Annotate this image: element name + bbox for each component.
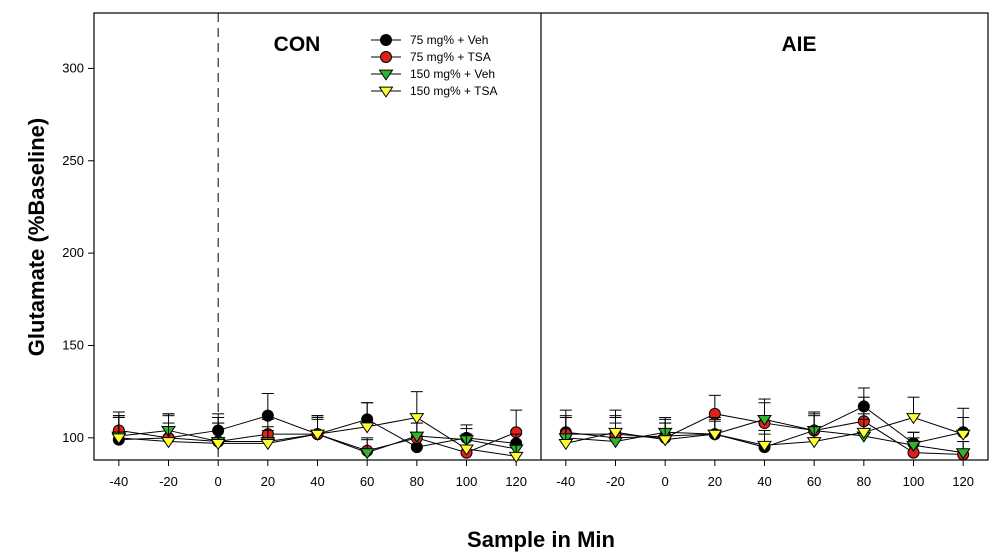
x-tick-label: 0 (662, 474, 669, 489)
legend-marker (378, 69, 394, 81)
x-tick-label: 80 (857, 474, 871, 489)
x-tick-label: -40 (109, 474, 128, 489)
legend-label: 150 mg% + Veh (410, 67, 495, 81)
x-tick-label: -20 (159, 474, 178, 489)
data-point (806, 437, 822, 449)
x-tick-label: 60 (807, 474, 821, 489)
y-tick-label: 100 (62, 430, 84, 445)
data-point (359, 422, 375, 434)
data-point (657, 435, 673, 447)
x-tick-label: 40 (310, 474, 324, 489)
panel-title-con: CON (274, 33, 321, 56)
x-tick-label: 80 (410, 474, 424, 489)
data-point (161, 437, 176, 449)
x-axis-title: Sample in Min (467, 527, 615, 552)
x-tick-label: -20 (606, 474, 625, 489)
data-point (409, 431, 425, 443)
data-point (210, 438, 226, 451)
x-tick-label: 0 (215, 474, 222, 489)
data-point (558, 438, 574, 451)
y-tick-label: 200 (62, 245, 84, 260)
x-tick-label: 120 (505, 474, 527, 489)
data-point (906, 413, 921, 425)
data-point (310, 429, 325, 441)
panel-title-aie: AIE (781, 33, 816, 56)
data-point (707, 429, 723, 441)
x-tick-label: -40 (556, 474, 575, 489)
x-tick-label: 40 (757, 474, 771, 489)
y-tick-label: 150 (62, 337, 84, 352)
legend-marker (380, 34, 392, 46)
legend-label: 75 mg% + Veh (410, 33, 488, 47)
x-tick-label: 120 (952, 474, 974, 489)
x-tick-label: 100 (903, 474, 925, 489)
legend-marker (380, 51, 392, 63)
y-axis-title: Glutamate (%Baseline) (24, 118, 49, 356)
data-point (757, 440, 772, 452)
data-point (409, 413, 425, 425)
data-point (757, 414, 772, 427)
x-tick-label: 100 (456, 474, 478, 489)
data-point (508, 451, 524, 464)
legend-marker (378, 86, 394, 98)
data-point (955, 448, 971, 460)
y-tick-label: 250 (62, 153, 84, 168)
data-point (608, 427, 623, 440)
data-point (459, 444, 474, 456)
data-point (260, 438, 276, 451)
data-point (955, 429, 971, 441)
data-point (359, 448, 375, 460)
series-150-mg-tsa (111, 391, 524, 464)
x-tick-label: 20 (708, 474, 722, 489)
data-point (906, 440, 921, 452)
data-point (856, 427, 872, 440)
y-tick-label: 300 (62, 60, 84, 75)
series-150-mg-tsa (558, 396, 971, 452)
legend-label: 150 mg% + TSA (410, 84, 498, 98)
legend: 75 mg% + Veh 75 mg% + TSA 150 mg% + Veh 150… (371, 33, 498, 98)
data-point (608, 437, 623, 449)
x-tick-label: 60 (360, 474, 374, 489)
legend-label: 75 mg% + TSA (410, 50, 491, 64)
series-150-mg-veh (558, 402, 971, 460)
x-tick-label: 20 (261, 474, 275, 489)
data-point (111, 433, 127, 445)
